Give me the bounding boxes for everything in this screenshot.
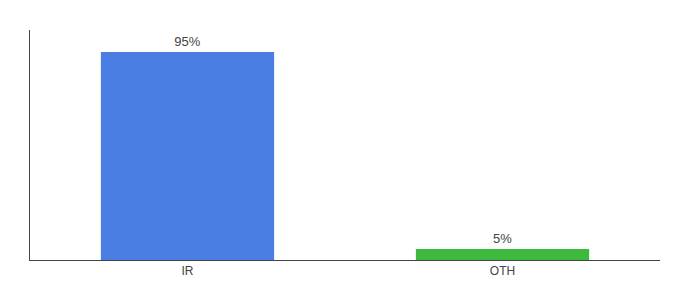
svg-text:IR: IR: [182, 264, 194, 278]
svg-text:5%: 5%: [493, 231, 512, 246]
svg-text:95%: 95%: [174, 34, 200, 49]
svg-text:OTH: OTH: [490, 264, 515, 278]
